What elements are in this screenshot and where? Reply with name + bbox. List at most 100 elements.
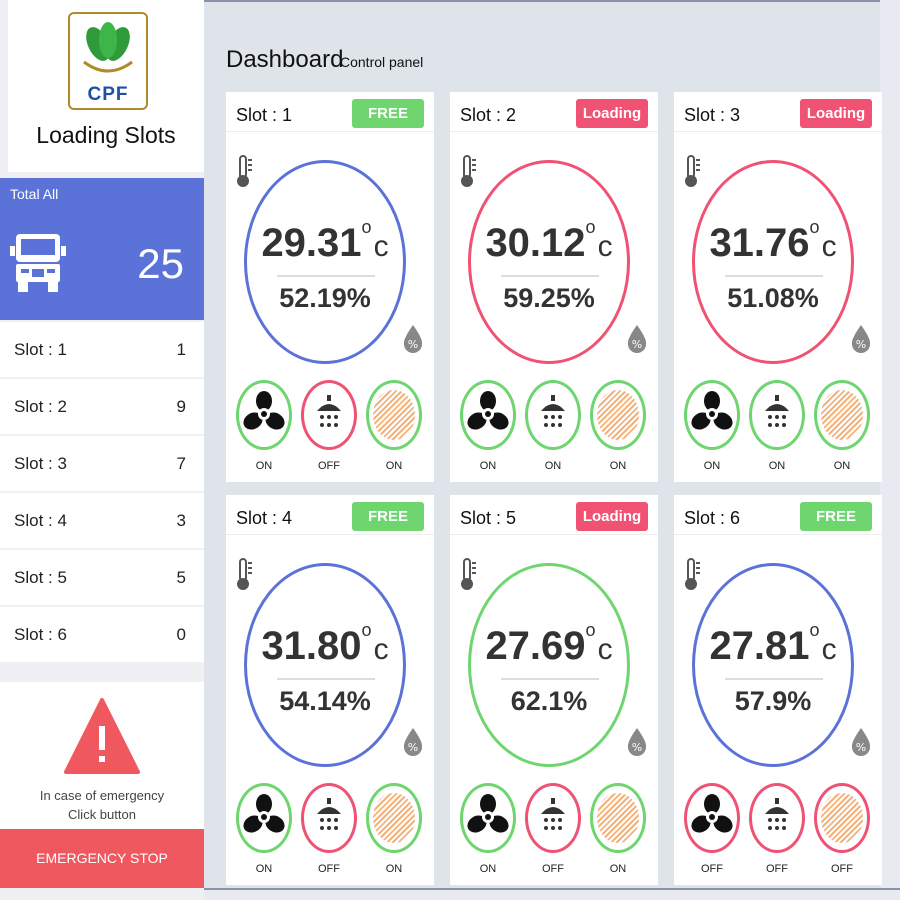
card-title: Slot : 2 [460,105,517,125]
shower-toggle[interactable] [301,380,357,450]
shower-control[interactable]: OFF [301,783,359,883]
sidebar: CPF Loading Slots Total All 25 Slot : 1 1… [0,0,204,900]
fan-toggle[interactable] [236,783,292,853]
svg-text:%: % [632,338,642,351]
fan-icon [690,793,734,843]
shower-control[interactable]: ON [749,380,807,480]
sensor-gauge: 30.12oc 59.25% [468,160,630,364]
humidity-drop-icon: % [626,727,648,762]
device-controls: OFF OFF OFF [674,783,882,883]
fan-control[interactable]: OFF [684,783,742,883]
heater-control[interactable]: ON [590,783,648,883]
slot-count-row-1[interactable]: Slot : 1 1 [0,322,204,379]
temperature-unit: c [597,230,613,263]
svg-text:%: % [856,741,866,754]
temperature-unit: c [597,633,613,666]
fan-state: ON [479,863,497,875]
temperature-reading: 27.69oc [471,620,627,669]
shower-toggle[interactable] [749,783,805,853]
thermometer-icon [460,154,478,193]
humidity-value: 59.25% [503,283,595,313]
fan-toggle[interactable] [684,783,740,853]
shower-control[interactable]: OFF [301,380,359,480]
heater-toggle[interactable] [814,380,870,450]
temperature-value: 29.31 [261,221,362,265]
heater-toggle[interactable] [814,783,870,853]
slot-count-row-4[interactable]: Slot : 4 3 [0,493,204,550]
fan-toggle[interactable] [236,380,292,450]
heater-icon [821,390,863,440]
heater-control[interactable]: ON [366,783,424,883]
gauge-divider [725,678,823,680]
slot-count-row-6[interactable]: Slot : 6 0 [0,607,204,664]
shower-state: ON [768,460,786,472]
emergency-stop-button[interactable]: EMERGENCY STOP [0,829,204,888]
temperature-reading: 30.12oc [471,217,627,266]
emergency-hint: In case of emergency Click button [0,786,204,824]
heater-control[interactable]: ON [366,380,424,480]
heater-toggle[interactable] [366,783,422,853]
status-badge[interactable]: FREE [352,502,424,531]
status-badge[interactable]: Loading [576,99,648,128]
slot-count-value: 5 [176,568,186,587]
status-badge[interactable]: Loading [576,502,648,531]
slot-count-value: 3 [176,511,186,530]
slot-count-row-5[interactable]: Slot : 5 5 [0,550,204,607]
slot-count-row-3[interactable]: Slot : 3 7 [0,436,204,493]
heater-control[interactable]: ON [814,380,872,480]
status-badge[interactable]: FREE [800,502,872,531]
temperature-reading: 29.31oc [247,217,403,266]
heater-icon [597,390,639,440]
card-title: Slot : 4 [236,508,293,528]
gauge-divider [501,678,599,680]
shower-control[interactable]: OFF [749,783,807,883]
device-controls: ON ON ON [450,380,658,480]
slot-count-value: 0 [176,625,186,644]
shower-toggle[interactable] [525,380,581,450]
heater-state: OFF [831,863,853,875]
temperature-unit: c [373,633,389,666]
card-header: Slot : 6 FREE [674,495,882,535]
thermometer-icon [684,557,702,596]
card-header: Slot : 1 FREE [226,92,434,132]
humidity-drop-icon: % [850,727,872,762]
fan-toggle[interactable] [460,783,516,853]
humidity-value: 51.08% [727,283,819,313]
page-subtitle: Control panel [340,54,424,70]
fan-control[interactable]: ON [236,380,294,480]
heater-toggle[interactable] [590,783,646,853]
heater-control[interactable]: ON [590,380,648,480]
fan-icon [242,390,286,440]
fan-toggle[interactable] [684,380,740,450]
fan-control[interactable]: ON [684,380,742,480]
fan-control[interactable]: ON [236,783,294,883]
fan-control[interactable]: ON [460,380,518,480]
status-badge[interactable]: FREE [352,99,424,128]
slot-count-label: Slot : 1 [14,340,67,359]
cpf-logo: CPF [68,12,148,110]
heater-toggle[interactable] [590,380,646,450]
temperature-value: 27.81 [709,624,810,668]
humidity-drop-icon: % [626,324,648,359]
slot-card-5: Slot : 5 Loading 27.69oc 62.1% % ON OFF [450,495,658,885]
shower-state: OFF [766,863,788,875]
fan-state: ON [255,460,273,472]
heater-toggle[interactable] [366,380,422,450]
heater-icon [597,793,639,843]
shower-control[interactable]: ON [525,380,583,480]
shower-toggle[interactable] [301,783,357,853]
humidity-value: 54.14% [279,686,371,716]
emergency-panel: In case of emergency Click button EMERGE… [0,682,204,888]
shower-toggle[interactable] [525,783,581,853]
shower-toggle[interactable] [749,380,805,450]
temperature-value: 31.80 [261,624,362,668]
heater-control[interactable]: OFF [814,783,872,883]
status-badge[interactable]: Loading [800,99,872,128]
fan-toggle[interactable] [460,380,516,450]
slot-card-2: Slot : 2 Loading 30.12oc 59.25% % ON ON [450,92,658,482]
fan-control[interactable]: ON [460,783,518,883]
app-title: Loading Slots [36,122,176,148]
shower-control[interactable]: OFF [525,783,583,883]
slot-count-row-2[interactable]: Slot : 2 9 [0,379,204,436]
slot-count-label: Slot : 4 [14,511,67,530]
